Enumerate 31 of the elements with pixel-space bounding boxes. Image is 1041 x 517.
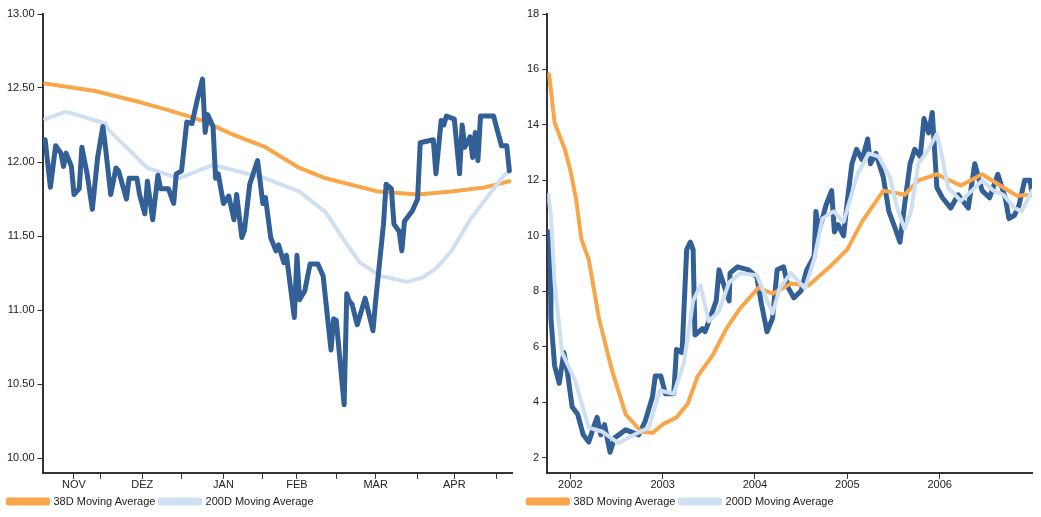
y-tick-label: 12 (526, 173, 540, 186)
y-tick-label: 4 (533, 395, 540, 408)
y-tick-label: 8 (533, 284, 540, 297)
x-tick-label: 2006 (927, 478, 952, 491)
x-tick-label: DEZ (131, 478, 154, 491)
x-tick-label: NOV (62, 478, 87, 491)
y-tick-label: 11.00 (7, 303, 35, 316)
x-tick-label: 2002 (558, 478, 583, 491)
y-tick-label: 18 (526, 7, 540, 20)
legend-label: 38D Moving Average (53, 494, 156, 507)
y-tick-label: 16 (526, 62, 540, 75)
x-tick-label: JAN (213, 478, 234, 491)
y-tick-label: 12.00 (7, 155, 35, 168)
x-tick-label: APR (442, 478, 466, 491)
y-tick-label: 10.50 (7, 377, 35, 390)
y-tick-label: 10.00 (7, 451, 35, 464)
y-tick-label: 13.00 (7, 7, 35, 20)
legend-label: 38D Moving Average (573, 494, 676, 507)
x-tick-label: MAR (363, 478, 388, 491)
y-tick-label: 10 (526, 228, 540, 241)
legend-label: 200D Moving Average (725, 494, 834, 507)
x-tick-label: FEB (286, 478, 308, 491)
x-tick-label: 2004 (742, 478, 768, 491)
y-tick-label: 2 (533, 450, 540, 463)
y-tick-label: 12.50 (7, 81, 35, 94)
legend-label: 200D Moving Average (205, 494, 314, 507)
y-tick-label: 6 (533, 339, 540, 352)
x-tick-label: 2005 (835, 478, 860, 491)
y-tick-label: 11.50 (7, 229, 35, 242)
x-tick-label: 2003 (650, 478, 675, 491)
y-tick-label: 14 (526, 117, 540, 130)
